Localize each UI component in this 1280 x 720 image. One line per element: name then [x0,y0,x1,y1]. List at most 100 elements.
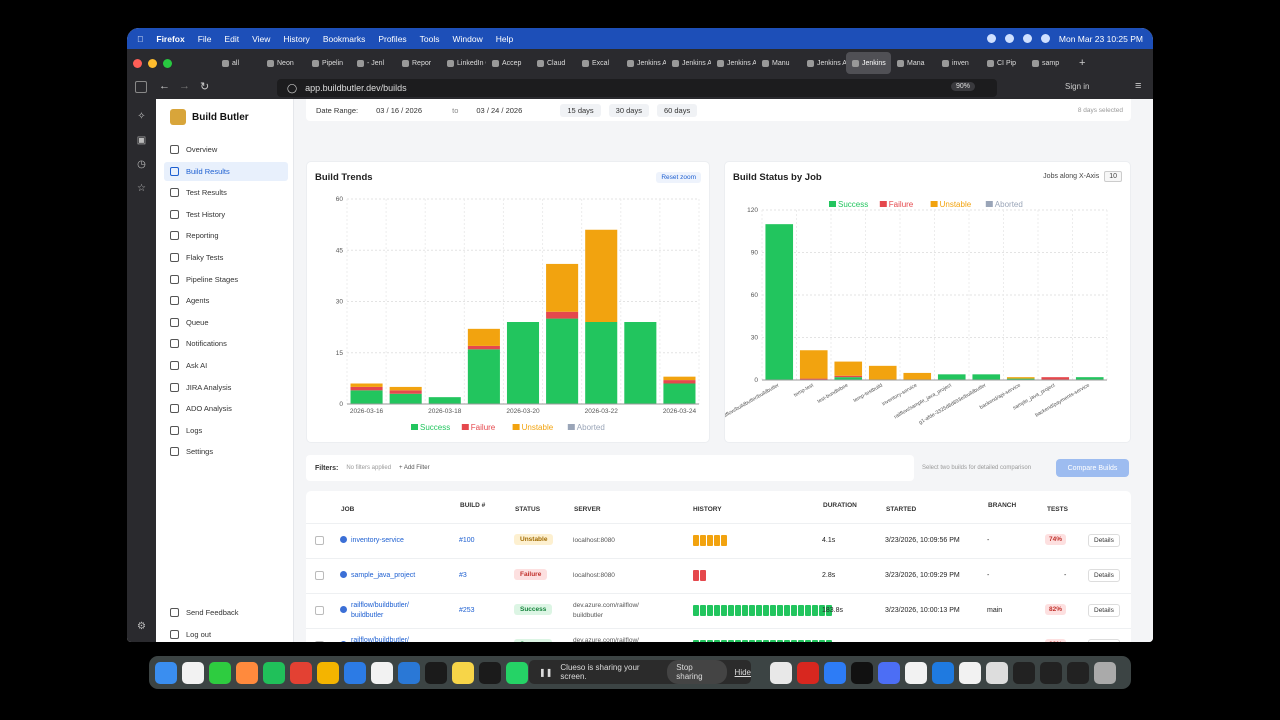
history-build-marker[interactable] [735,605,741,616]
add-filter-button[interactable]: + Add Filter [399,465,430,471]
history-build-marker[interactable] [728,605,734,616]
browser-tab[interactable]: Jenkins A [666,52,711,74]
dock-app-icon[interactable] [182,661,204,684]
history-build-marker[interactable] [819,605,825,616]
details-button[interactable]: Details [1088,534,1120,547]
dock-app-icon[interactable] [986,661,1008,684]
history-build-marker[interactable] [784,640,790,642]
dock-app-icon[interactable] [479,661,501,684]
row-checkbox[interactable] [315,536,324,545]
bar-failure[interactable] [350,386,383,391]
job-link[interactable]: inventory-service [351,537,404,544]
bar-failure[interactable] [389,390,422,394]
menu-view[interactable]: View [245,33,270,44]
legend-unstable[interactable]: Unstable [940,200,972,209]
history-build-marker[interactable] [798,605,804,616]
history-build-marker[interactable] [700,605,706,616]
history-build-marker[interactable] [819,640,825,642]
jobs-axis-select[interactable]: 10 [1104,171,1122,182]
sidebar-item-pipeline-stages[interactable]: Pipeline Stages [164,270,288,289]
legend-success[interactable]: Success [420,423,450,432]
menu-history[interactable]: History [276,33,309,44]
sparkle-icon[interactable]: ✧ [137,111,146,122]
browser-tab[interactable]: LinkedIn G [441,52,486,74]
history-build-marker[interactable] [721,605,727,616]
browser-tab[interactable]: inven [936,52,981,74]
history-build-marker[interactable] [693,605,699,616]
sidebar-item-reporting[interactable]: Reporting [164,226,288,245]
zoom-level[interactable]: 90% [950,82,975,91]
dock-app-icon[interactable] [317,661,339,684]
job-link[interactable]: railflow/buildbutler/ buildbutler [351,602,409,619]
sidebar-item-test-results[interactable]: Test Results [164,183,288,202]
history-build-marker[interactable] [742,605,748,616]
sidebar-item-send-feedback[interactable]: Send Feedback [164,603,288,622]
history-build-marker[interactable] [721,535,727,546]
history-build-marker[interactable] [777,605,783,616]
history-build-marker[interactable] [756,640,762,642]
bar-failure[interactable] [663,380,696,384]
history-build-marker[interactable] [763,605,769,616]
dock-app-icon[interactable] [1094,661,1116,684]
menu-profiles[interactable]: Profiles [371,33,406,44]
status-by-job-chart[interactable]: 0 30 60 90 120 railflow/buildbutler/buildbutl… [725,162,1132,444]
bar-success[interactable] [389,393,422,404]
details-button[interactable]: Details [1088,639,1120,642]
bar-unstable[interactable] [467,328,500,346]
history-build-marker[interactable] [770,640,776,642]
dock-app-icon[interactable] [425,661,447,684]
history-build-marker[interactable] [735,640,741,642]
col-job[interactable]: JOB [341,506,355,513]
legend-aborted[interactable]: Aborted [577,423,605,432]
shield-icon[interactable]: ◯ [287,82,298,93]
browser-tab[interactable]: Repor [396,52,441,74]
history-build-marker[interactable] [693,640,699,642]
col-branch[interactable]: BRANCH [988,502,1017,509]
tab-icon[interactable]: ▣ [136,135,147,146]
range-60-days-button[interactable]: 60 days [656,103,698,117]
status-icon[interactable] [1004,34,1014,43]
history-build-marker[interactable] [777,640,783,642]
bar-unstable[interactable] [585,229,618,322]
row-checkbox[interactable] [315,571,324,580]
build-trends-chart[interactable]: 0 15 30 45 60 2026-03-16 2026-03-18 2026-03-20 2… [307,162,711,444]
legend-unstable[interactable]: Unstable [522,423,554,432]
build-number-link[interactable]: #253 [459,607,475,614]
bar-unstable[interactable] [1006,377,1035,379]
new-tab-button[interactable]: + [1079,57,1086,69]
legend-failure[interactable]: Failure [471,423,496,432]
history-build-marker[interactable] [791,640,797,642]
sidebar-item-notifications[interactable]: Notifications [164,334,288,353]
history-build-marker[interactable] [749,605,755,616]
history-build-marker[interactable] [728,640,734,642]
sign-in-button[interactable]: Sign in [1065,82,1090,91]
dock-app-icon[interactable] [851,661,873,684]
dock-app-icon[interactable] [959,661,981,684]
bar-success[interactable] [467,349,500,404]
url-text[interactable]: app.buildbutler.dev/builds [305,83,407,93]
history-build-marker[interactable] [700,640,706,642]
bar-success[interactable] [1075,377,1104,380]
bar-unstable[interactable] [868,365,897,380]
dock-app-icon[interactable] [344,661,366,684]
row-checkbox[interactable] [315,641,324,642]
back-icon[interactable]: ← [159,80,170,92]
col-build[interactable]: BUILD # [460,502,486,509]
build-number-link[interactable]: #252 [459,641,475,642]
history-build-marker[interactable] [721,640,727,642]
dock-app-icon[interactable] [797,661,819,684]
bar-unstable[interactable] [834,361,863,376]
history-build-marker[interactable] [742,640,748,642]
bar-success[interactable] [585,322,618,404]
reload-icon[interactable]: ↻ [200,81,210,93]
browser-tab[interactable]: all [216,52,261,74]
dock-app-icon[interactable] [1067,661,1089,684]
table-row[interactable]: railflow/buildbutler/ buildbutler #252 Suc… [306,628,1131,642]
menu-file[interactable]: File [191,33,212,44]
legend-success[interactable]: Success [838,200,868,209]
browser-tab[interactable]: samp [1026,52,1071,74]
sidebar-item-ado-analysis[interactable]: ADO Analysis [164,399,288,418]
search-icon[interactable] [1040,34,1050,43]
dock-app-icon[interactable] [371,661,393,684]
history-build-marker[interactable] [749,640,755,642]
